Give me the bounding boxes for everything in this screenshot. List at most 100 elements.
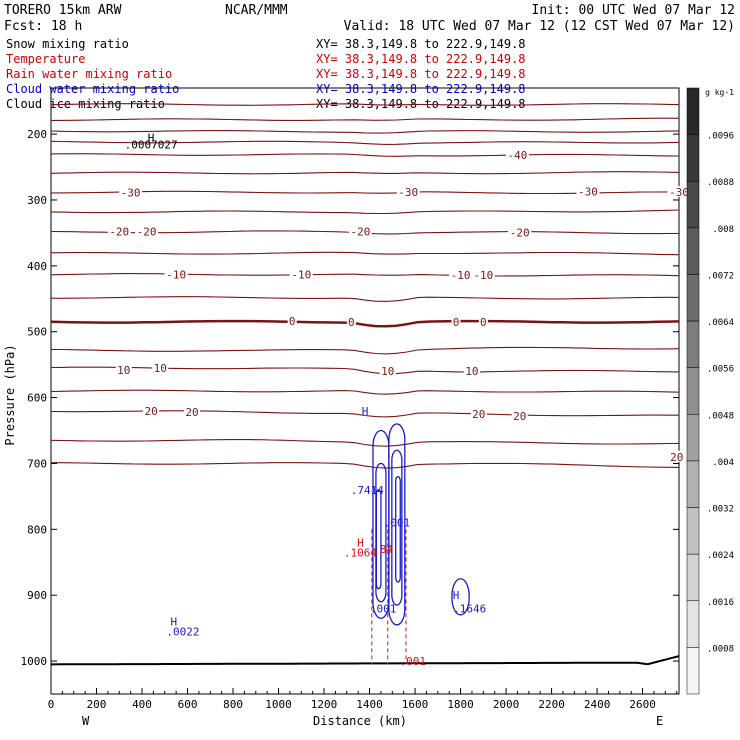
y-tick-label: 800 [27, 523, 47, 536]
isotherm-label: -40 [508, 149, 528, 162]
x-tick-label: 2200 [538, 698, 565, 711]
legend: Snow mixing ratio XY= 38.3,149.8 to 222.9… [6, 37, 526, 111]
x-axis-title: Distance (km) [313, 714, 407, 728]
isotherm-25 [50, 439, 680, 447]
isotherm--25 [50, 209, 680, 215]
x-tick-label: 600 [178, 698, 198, 711]
label-bg [449, 269, 473, 281]
isotherm--35 [50, 171, 680, 175]
label-bg [289, 268, 313, 280]
colorbar-tick-label: .0072 [707, 271, 734, 281]
colorbar-tick-label: .0032 [707, 505, 734, 515]
colorbar-segment [686, 460, 700, 508]
label-bg [164, 268, 188, 280]
west-label: W [82, 714, 90, 728]
label-bg [668, 450, 685, 462]
x-tick-label: 800 [223, 698, 243, 711]
colorbar-segment [686, 414, 700, 462]
temperature-contours [50, 103, 680, 469]
cloud-rain-features [50, 423, 680, 666]
isotherm--5 [50, 296, 680, 302]
isotherm-label: -30 [398, 186, 418, 199]
legend-item-xy: XY= 38.3,149.8 to 222.9,149.8 [316, 82, 526, 96]
label-bg [135, 225, 159, 237]
colorbar-segment [686, 553, 700, 602]
label-bg [379, 365, 396, 377]
isotherm-label: -10 [291, 268, 311, 281]
isotherm--30 [51, 190, 680, 195]
legend-item-name: Snow mixing ratio [6, 37, 129, 51]
cloud-water-label: .0022 [166, 625, 199, 638]
y-tick-label: 400 [27, 260, 47, 273]
colorbar-tick-label: .0048 [707, 411, 734, 421]
colorbar-segment [686, 600, 700, 648]
label-bg [505, 149, 529, 161]
isotherm-10 [50, 366, 680, 375]
rain-label: .1064 [344, 546, 377, 559]
label-bg [115, 363, 132, 375]
label-bg [576, 185, 600, 197]
y-tick-label: 300 [27, 194, 47, 207]
isotherm-label: 10 [117, 364, 130, 377]
isotherm-label: 0 [289, 315, 296, 328]
cloud-water-label: H [362, 405, 369, 418]
x-tick-label: 1400 [356, 698, 383, 711]
valid-time: Valid: 18 UTC Wed 07 Mar 12 (12 CST Wed … [344, 19, 735, 34]
isotherm-label: -10 [473, 269, 493, 282]
colorbar: .0096 .0088 .008 .0072 .0064 .0056 .0048 .004 .0… [686, 87, 734, 695]
isotherm-5 [50, 346, 680, 355]
isotherm-label: 20 [144, 405, 157, 418]
isotherm--45 [50, 140, 680, 145]
colorbar-tick-label: .0008 [707, 644, 734, 654]
colorbar-unit: g kg-1 [705, 88, 734, 97]
colorbar-tick-label: .0056 [707, 365, 734, 375]
cloud-water-label: .1646 [453, 602, 486, 615]
label-bg [348, 225, 372, 237]
colorbar-segment [686, 320, 700, 368]
isotherm-label: -20 [109, 226, 129, 239]
label-bg [470, 408, 487, 420]
label-bg [143, 404, 160, 416]
label-bg [667, 186, 691, 198]
label-bg [511, 410, 528, 422]
colorbar-tick-label: .0016 [707, 598, 734, 608]
cloud-water-label: H [453, 589, 460, 602]
x-tick-label: 2000 [493, 698, 520, 711]
x-tick-label: 2400 [584, 698, 611, 711]
terrain-surface [50, 655, 680, 666]
label-bg [396, 186, 420, 198]
colorbar-segment [686, 180, 700, 229]
colorbar-segment [686, 507, 700, 555]
rain-label: .001 [400, 655, 427, 668]
label-bg [107, 225, 131, 237]
forecast-hour: Fcst: 18 h [4, 19, 82, 34]
label-bg [152, 361, 169, 373]
x-tick-label: 1200 [311, 698, 338, 711]
label-bg [346, 315, 356, 327]
isotherm-label: 10 [465, 365, 478, 378]
x-tick-label: 200 [87, 698, 107, 711]
y-tick-label: 900 [27, 589, 47, 602]
colorbar-tick-label: .004 [712, 458, 734, 468]
legend-item-xy: XY= 38.3,149.8 to 222.9,149.8 [316, 67, 526, 81]
isotherm-0 [50, 319, 680, 328]
isotherm--10 [50, 273, 680, 277]
colorbar-tick-label: .0024 [707, 551, 734, 561]
label-bg [478, 315, 488, 327]
label-bg [463, 365, 480, 377]
isotherm-label: 0 [348, 316, 355, 329]
isotherm-label: 10 [381, 365, 394, 378]
isotherm-30 [51, 462, 680, 469]
y-tick-label: 600 [27, 392, 47, 405]
isotherm-label: 20 [185, 406, 198, 419]
isotherm-label: -30 [578, 185, 598, 198]
snow-label: .0007027 [125, 139, 178, 152]
rain-label: H [357, 537, 364, 550]
isotherm-label: 0 [480, 316, 487, 329]
snow-label: H [148, 131, 155, 144]
label-bg [471, 269, 495, 281]
label-bg [287, 315, 297, 327]
colorbar-tick-label: .0064 [707, 318, 734, 328]
colorbar-segment [686, 134, 700, 182]
cloud-water-cell-3 [375, 489, 382, 590]
